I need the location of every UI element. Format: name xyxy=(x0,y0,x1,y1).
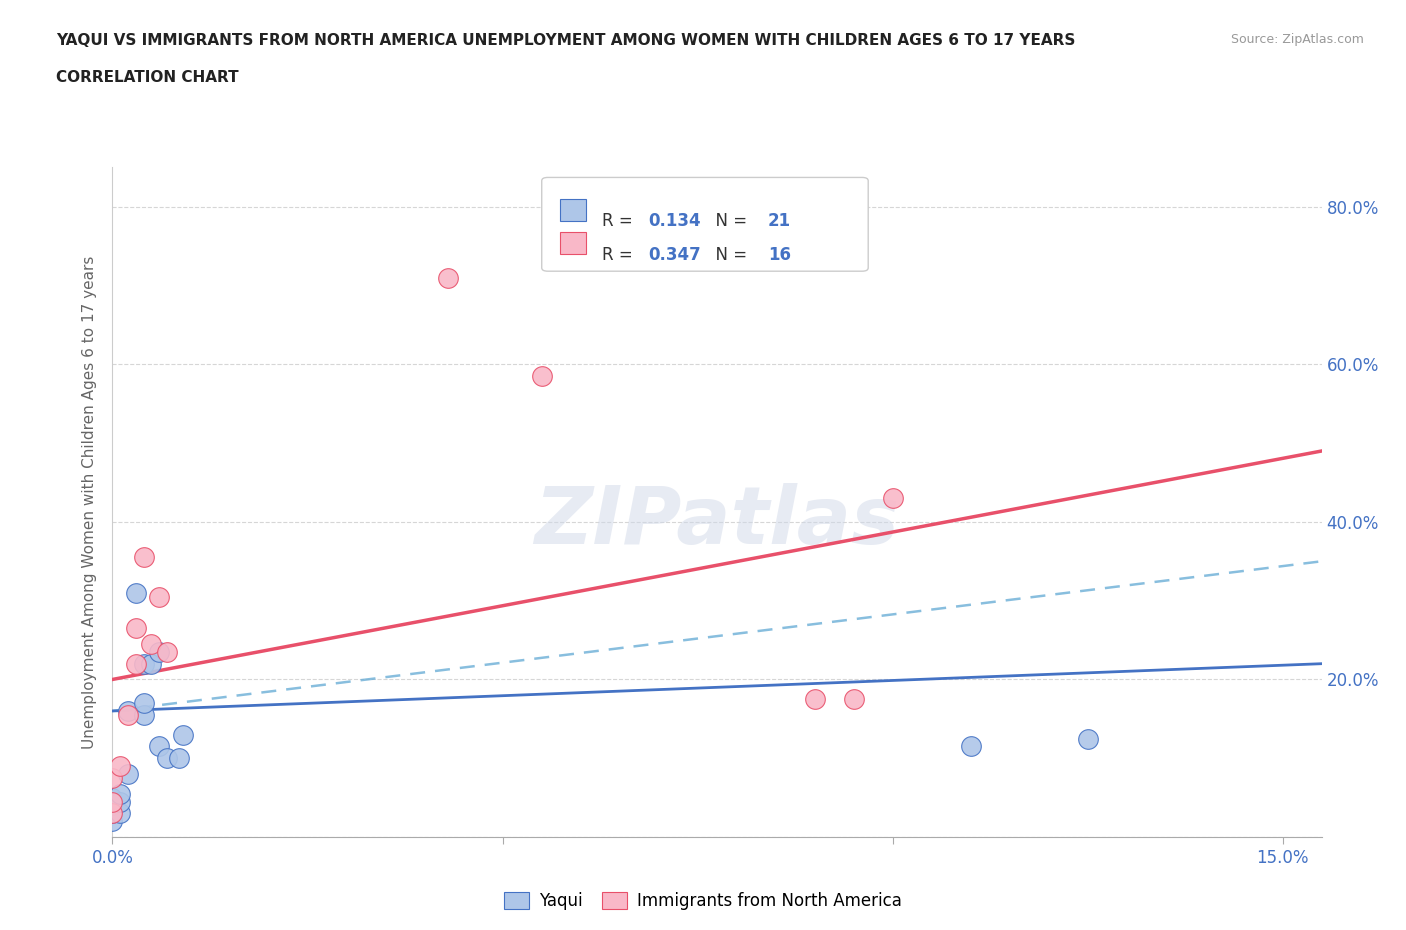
Point xyxy=(132,696,155,711)
Point xyxy=(141,657,163,671)
Point xyxy=(882,491,904,506)
Text: N =: N = xyxy=(704,246,752,264)
Point xyxy=(101,790,124,805)
Point xyxy=(125,657,148,671)
Point xyxy=(117,766,139,781)
FancyBboxPatch shape xyxy=(560,232,586,255)
Text: YAQUI VS IMMIGRANTS FROM NORTH AMERICA UNEMPLOYMENT AMONG WOMEN WITH CHILDREN AG: YAQUI VS IMMIGRANTS FROM NORTH AMERICA U… xyxy=(56,33,1076,47)
Text: R =: R = xyxy=(602,246,638,264)
Point xyxy=(125,585,148,600)
Text: ZIPatlas: ZIPatlas xyxy=(534,484,900,562)
Point xyxy=(132,657,155,671)
Point xyxy=(125,621,148,636)
Point xyxy=(117,708,139,723)
Point xyxy=(156,751,179,765)
Point xyxy=(148,590,170,604)
Point xyxy=(148,644,170,659)
Point xyxy=(101,794,124,809)
Y-axis label: Unemployment Among Women with Children Ages 6 to 17 years: Unemployment Among Women with Children A… xyxy=(82,256,97,749)
Point xyxy=(101,798,124,813)
Text: 21: 21 xyxy=(768,212,792,231)
Point xyxy=(167,751,190,765)
Point xyxy=(172,727,194,742)
Point xyxy=(110,806,132,821)
Point xyxy=(1077,731,1099,746)
Point xyxy=(156,644,179,659)
Point xyxy=(803,692,825,707)
Point xyxy=(101,806,124,821)
Point xyxy=(132,708,155,723)
Point xyxy=(959,739,981,754)
Point xyxy=(148,739,170,754)
Point xyxy=(117,703,139,718)
Point xyxy=(437,271,460,286)
Point xyxy=(110,786,132,801)
Point xyxy=(132,550,155,565)
Legend: Yaqui, Immigrants from North America: Yaqui, Immigrants from North America xyxy=(498,885,908,917)
Point xyxy=(101,814,124,829)
Text: 0.347: 0.347 xyxy=(648,246,700,264)
Point xyxy=(530,368,553,383)
Point xyxy=(141,636,163,651)
Point xyxy=(110,759,132,774)
Text: Source: ZipAtlas.com: Source: ZipAtlas.com xyxy=(1230,33,1364,46)
Point xyxy=(110,794,132,809)
Text: CORRELATION CHART: CORRELATION CHART xyxy=(56,70,239,85)
Text: R =: R = xyxy=(602,212,638,231)
Point xyxy=(101,770,124,785)
Text: 16: 16 xyxy=(768,246,790,264)
FancyBboxPatch shape xyxy=(541,178,868,272)
Point xyxy=(842,692,865,707)
Point xyxy=(101,806,124,821)
Text: 0.134: 0.134 xyxy=(648,212,700,231)
Text: N =: N = xyxy=(704,212,752,231)
FancyBboxPatch shape xyxy=(560,199,586,221)
